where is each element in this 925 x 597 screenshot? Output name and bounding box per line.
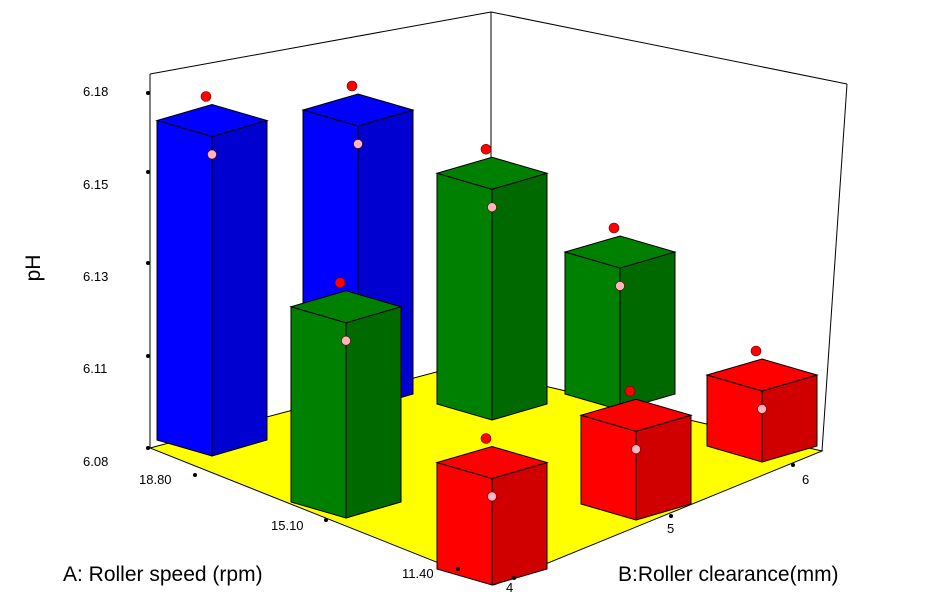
bars-group bbox=[155, 93, 819, 586]
data-point bbox=[631, 444, 641, 455]
x-tick-label: 18.80 bbox=[139, 472, 172, 487]
y-axis-title: B:Roller clearance(mm) bbox=[618, 563, 839, 586]
z-tick-label: 6.15 bbox=[83, 177, 108, 192]
data-point bbox=[207, 149, 217, 160]
back-wall-top-right-edge bbox=[490, 11, 848, 85]
y-tick-label: 4 bbox=[506, 580, 513, 595]
x-tick-mark bbox=[324, 518, 328, 522]
data-point bbox=[480, 143, 492, 155]
bar bbox=[579, 398, 693, 521]
bar bbox=[435, 445, 549, 586]
right-wall-vertical-edge bbox=[821, 83, 848, 452]
bar-top-face bbox=[435, 156, 549, 190]
z-tick-label: 6.18 bbox=[83, 84, 108, 99]
bar bbox=[563, 235, 677, 411]
x-axis: 18.80 15.10 11.40 A: Roller speed (rpm) bbox=[63, 472, 460, 586]
y-tick-mark bbox=[791, 463, 795, 467]
bar-left-face bbox=[564, 251, 621, 411]
bar-left-face bbox=[290, 306, 347, 519]
bar-top-face bbox=[301, 93, 415, 127]
data-point bbox=[487, 202, 497, 213]
bar-left-face bbox=[156, 119, 213, 457]
z-axis-title: pH bbox=[22, 255, 45, 282]
bar-right-face bbox=[345, 306, 402, 519]
bar-left-face bbox=[436, 461, 493, 586]
bar bbox=[155, 103, 269, 457]
z-tick-mark bbox=[146, 446, 150, 450]
bar-right-face bbox=[491, 461, 548, 586]
y-tick-mark bbox=[512, 576, 516, 580]
z-tick-mark bbox=[146, 261, 150, 265]
y-tick-label: 5 bbox=[667, 521, 674, 536]
data-point bbox=[200, 91, 212, 102]
bar-right-face bbox=[635, 414, 692, 521]
points-group bbox=[200, 80, 767, 502]
data-point bbox=[346, 80, 358, 92]
bar-top-face bbox=[563, 235, 677, 269]
bar-left-face bbox=[580, 414, 637, 521]
data-point bbox=[615, 281, 625, 291]
z-axis: 6.18 6.15 6.13 6.11 6.08 pH bbox=[22, 84, 150, 469]
bar-top-face bbox=[579, 398, 693, 432]
z-tick-label: 6.13 bbox=[83, 269, 108, 284]
y-axis: 4 5 6 B:Roller clearance(mm) bbox=[506, 463, 839, 595]
back-wall-top-left-edge bbox=[149, 11, 492, 75]
z-tick-label: 6.08 bbox=[83, 454, 108, 469]
bar-right-face bbox=[491, 172, 548, 421]
y-tick-label: 6 bbox=[802, 472, 809, 487]
bar-top-face bbox=[435, 445, 549, 480]
bar bbox=[289, 290, 403, 519]
z-tick-mark bbox=[146, 170, 150, 174]
data-point bbox=[750, 345, 762, 357]
data-point bbox=[487, 491, 497, 502]
data-point bbox=[480, 433, 492, 444]
z-tick-mark bbox=[146, 354, 150, 358]
x-tick-mark bbox=[193, 473, 197, 477]
bar-left-face bbox=[436, 172, 493, 421]
bar bbox=[435, 156, 549, 421]
z-tick-label: 6.11 bbox=[83, 361, 107, 376]
x-tick-mark bbox=[456, 567, 460, 571]
data-point bbox=[757, 404, 767, 414]
bar-top-face bbox=[289, 290, 403, 324]
bar-top-face bbox=[705, 358, 819, 392]
x-tick-label: 11.40 bbox=[402, 566, 434, 581]
z-tick-mark bbox=[146, 91, 150, 95]
bar bbox=[705, 358, 819, 463]
data-point bbox=[334, 277, 346, 289]
bar-right-face bbox=[211, 119, 268, 457]
data-point bbox=[353, 139, 363, 149]
x-axis-title: A: Roller speed (rpm) bbox=[63, 563, 263, 586]
data-point bbox=[608, 222, 620, 234]
data-point bbox=[624, 385, 636, 397]
x-tick-label: 15.10 bbox=[271, 518, 304, 533]
bar-top-face bbox=[155, 103, 269, 138]
data-point bbox=[341, 335, 351, 346]
y-tick-mark bbox=[669, 514, 673, 518]
